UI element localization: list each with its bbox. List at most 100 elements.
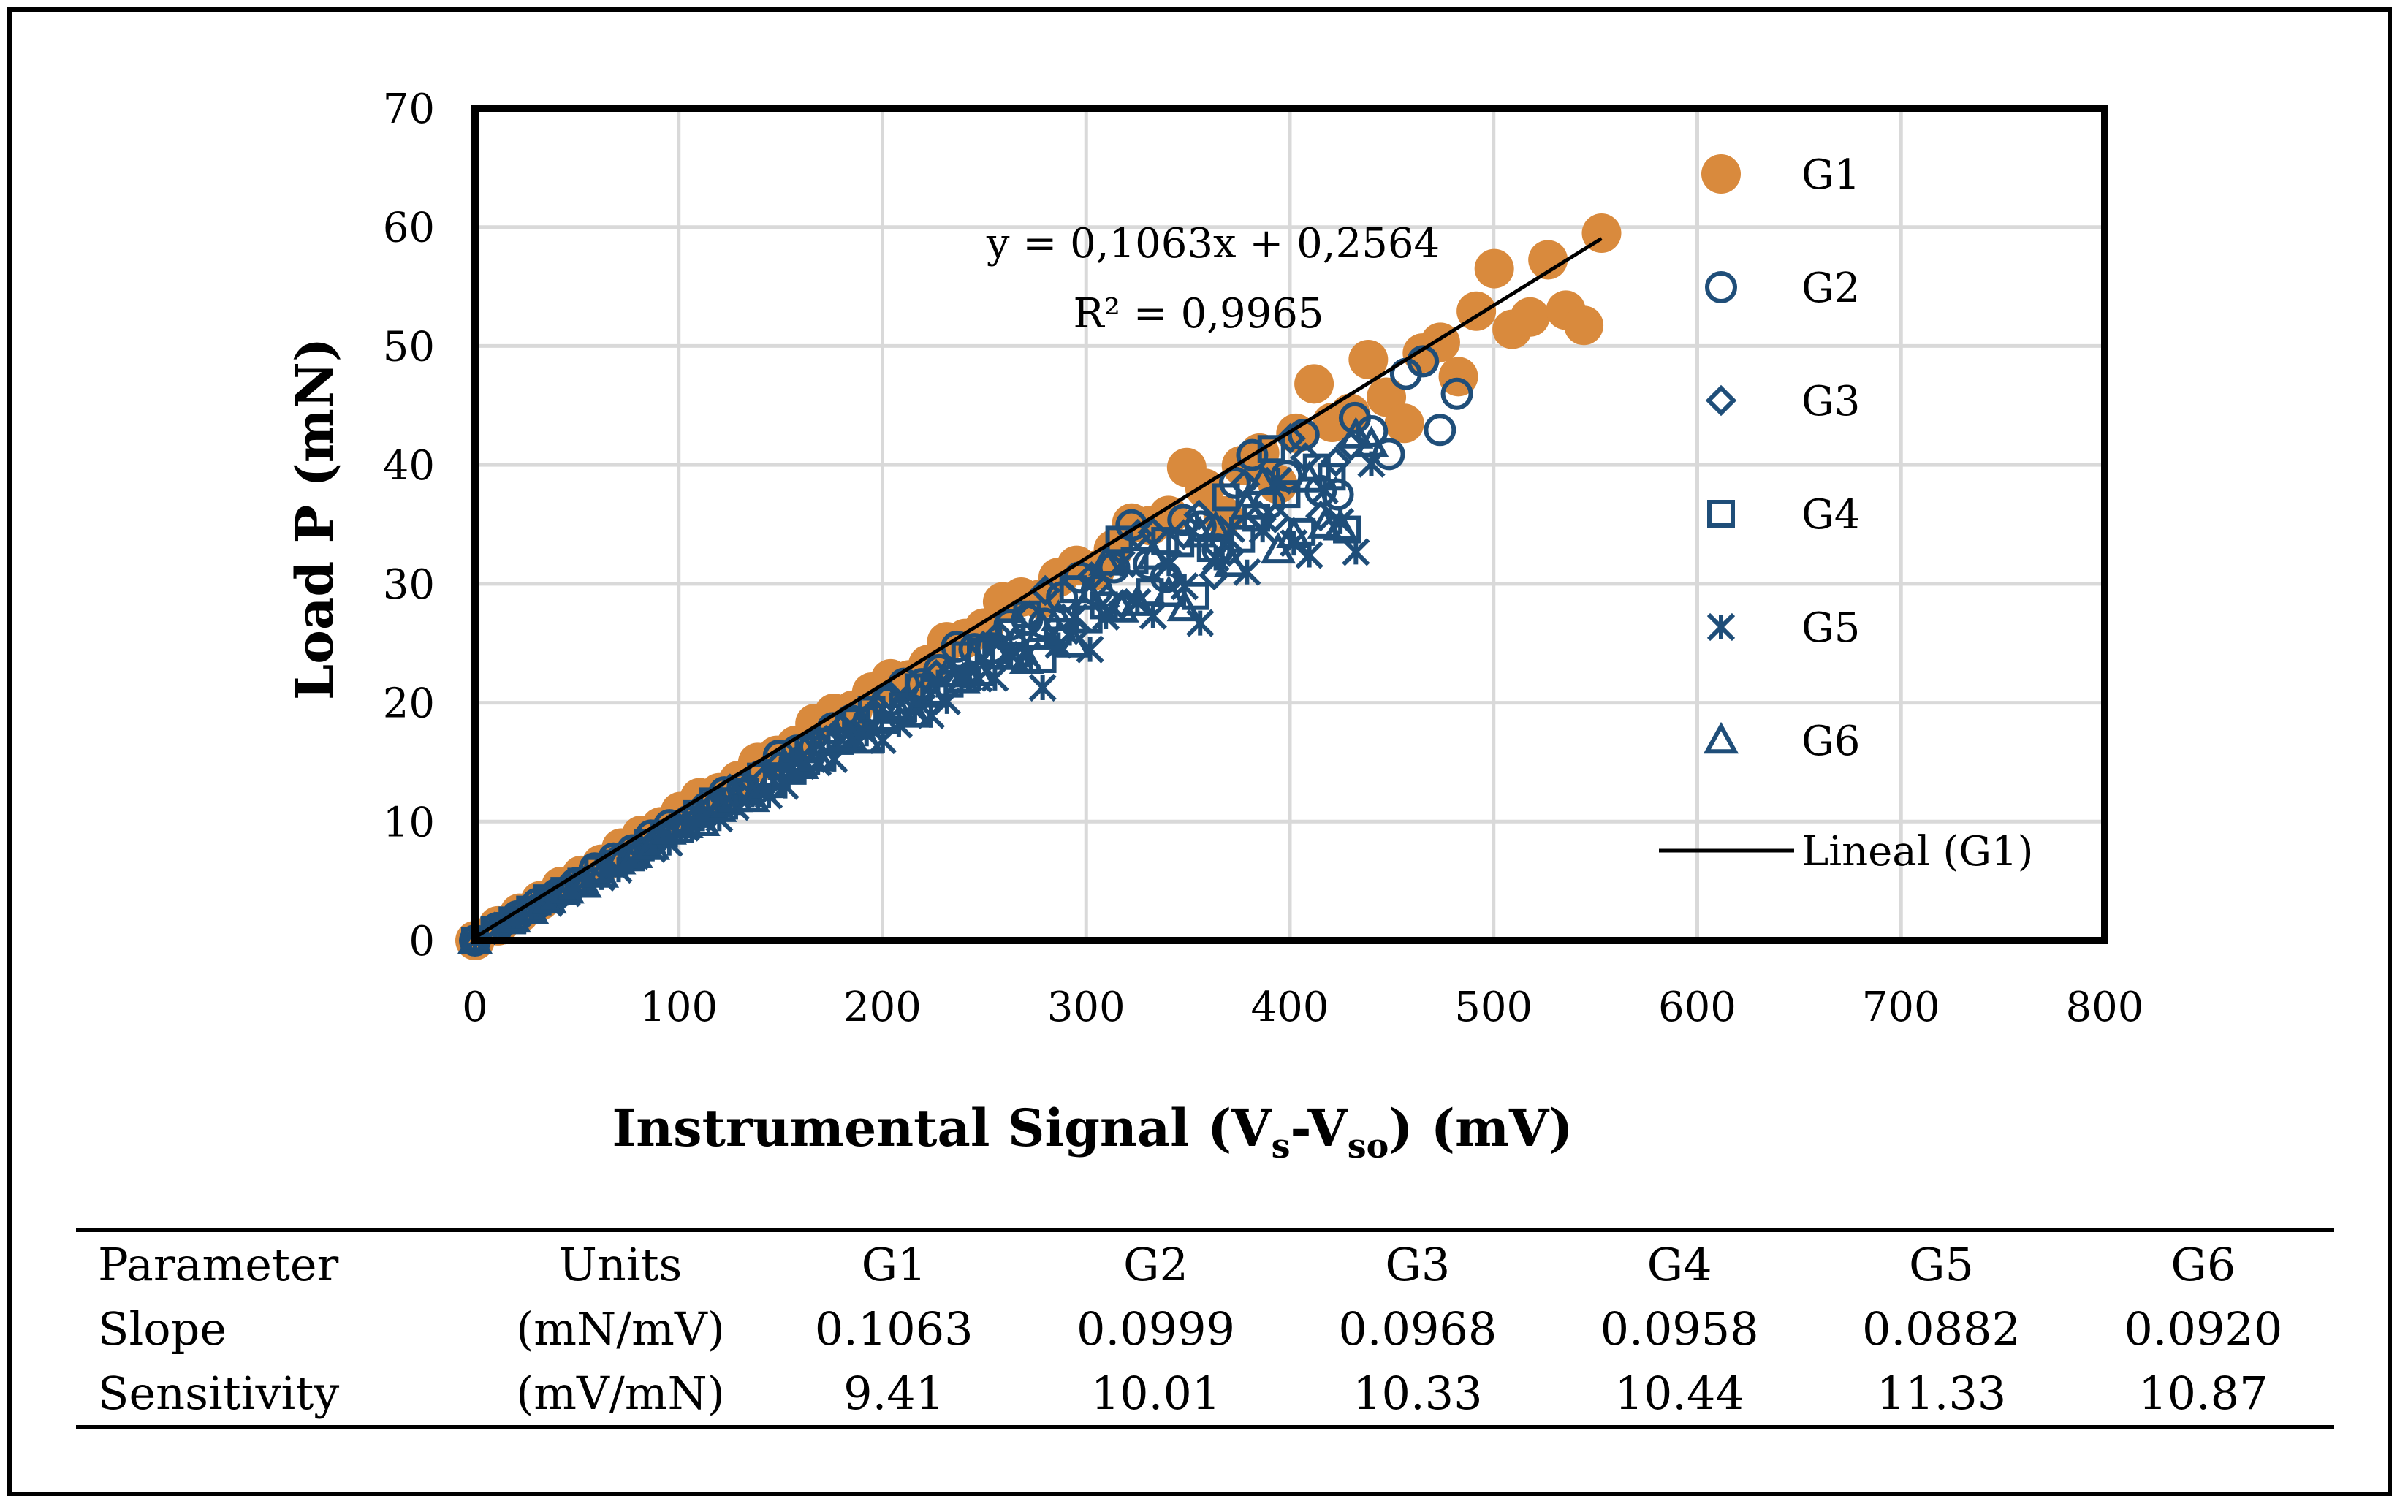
x-tick-label: 100 [639,984,718,1031]
data-point-G6 [634,828,670,860]
data-point-G6 [1135,538,1171,570]
header-cell: Parameter [98,1238,339,1291]
series-G6 [457,417,1389,954]
data-point-G5 [1028,673,1057,702]
data-point-G6 [1260,531,1296,564]
table-row: Sensitivity (mV/mN) 9.41 10.01 10.33 10.… [76,1361,2334,1427]
data-point-G6 [1009,642,1045,674]
data-point-G6 [702,790,737,822]
data-point-G6 [800,740,836,772]
data-point-G6 [1338,417,1374,449]
y-tick-label: 30 [383,561,435,609]
y-tick-label: 40 [383,442,435,490]
legend-marker-G2 [1705,271,1737,303]
y-axis-label: Load P (mN) [284,338,345,700]
header-cell: G1 [861,1238,927,1291]
table-cell: 10.01 [1090,1367,1221,1420]
trendline-equation: y = 0,1063x + 0,2564 [986,220,1440,267]
legend-marker-G5 [1706,612,1736,642]
trendline-layer [474,237,1603,939]
data-point-G4 [1318,463,1346,491]
table-row: Slope (mN/mV) 0.1063 0.0999 0.0968 0.095… [76,1296,2334,1361]
table-cell: (mV/mN) [516,1367,725,1420]
data-point-G6 [1322,509,1359,541]
data-point-G6 [881,692,917,724]
axis-ticks: 0 100 200 300 400 500 600 700 800 0 10 20 30 40 50 60 70 [383,86,2144,1031]
legend-label-G5: G5 [1801,604,1860,652]
figure-frame [7,7,2392,1496]
data-point-G6 [1088,544,1124,576]
table-cell: Sensitivity [98,1367,340,1420]
data-point-G6 [865,702,900,734]
data-point-G2 [1440,377,1473,410]
header-cell: G5 [1908,1238,1974,1291]
header-cell: G4 [1647,1238,1712,1291]
data-point-G2 [1236,438,1269,471]
data-point-G6 [1198,510,1234,542]
data-point-G6 [1353,425,1389,457]
data-point-G6 [1276,516,1312,548]
scatter-chart: 0 100 200 300 400 500 600 700 800 0 10 20 30 40 50 60 70… [284,86,2144,1166]
header-cell: G6 [2170,1238,2236,1291]
legend-marker-G4 [1707,500,1735,528]
data-point-G6 [751,766,787,799]
plot-area-border [471,105,2108,944]
legend-label-G2: G2 [1801,265,1860,312]
data-point-G1 [1528,240,1568,280]
x-tick-label: 0 [462,984,488,1031]
header-cell: Units [558,1238,683,1291]
data-point-G5 [1342,538,1370,566]
data-point-G5 [1264,466,1293,495]
table-cell: 11.33 [1876,1367,2007,1420]
y-tick-label: 50 [383,323,435,371]
table-cell: 9.41 [843,1367,945,1420]
data-point-G3 [1029,574,1061,607]
y-tick-label: 60 [383,205,435,252]
table-cell: 0.0968 [1338,1302,1497,1356]
data-point-G4 [1105,525,1133,554]
legend-label-G6: G6 [1801,718,1860,765]
data-point-G6 [897,696,933,728]
table-cell: 10.44 [1614,1367,1744,1420]
data-point-G1 [1384,403,1424,444]
x-tick-label: 800 [2066,984,2144,1031]
data-point-G5 [1217,514,1246,544]
data-point-G1 [1564,305,1604,346]
data-point-G2 [1167,504,1200,536]
legend: G1 G2 G3 G4 G5 G6 Lineal (G1) [1659,151,2033,875]
data-point-G6 [1213,545,1250,577]
data-point-G3 [1183,499,1215,531]
header-cell: G2 [1123,1238,1188,1291]
data-point-G6 [1291,460,1327,493]
table-cell: (mN/mV) [516,1302,725,1356]
table-cell: 10.87 [2138,1367,2268,1420]
x-tick-label: 200 [843,984,922,1031]
legend-marker-G1 [1701,154,1741,194]
y-tick-label: 70 [383,86,435,133]
table-cell: 10.33 [1353,1367,1483,1420]
data-point-G4 [1212,483,1240,512]
data-point-G6 [913,676,949,708]
table-cell: 0.0920 [2124,1302,2283,1356]
data-point-G1 [1510,297,1550,337]
data-point-G6 [1056,626,1093,658]
header-cell: G3 [1385,1238,1451,1291]
data-point-G6 [977,632,1013,664]
data-point-G1 [1474,248,1514,289]
data-point-G6 [848,721,884,754]
legend-marker-G3 [1705,384,1737,417]
legend-label-G3: G3 [1801,378,1860,425]
x-axis-label: Instrumental Signal (Vs-Vso) (mV) [612,1098,1573,1166]
y-tick-label: 10 [383,799,435,846]
data-point-G1 [1294,364,1334,404]
data-point-G6 [993,638,1029,670]
data-point-G2 [1356,415,1389,448]
data-point-G5 [1186,609,1215,637]
legend-marker-G6 [1703,721,1739,754]
x-tick-label: 300 [1047,984,1125,1031]
trendline-r2: R² = 0,9965 [1073,290,1323,338]
data-point-G6 [1041,599,1076,631]
data-point-G6 [929,656,965,688]
y-tick-label: 0 [409,918,435,965]
table-cell: 0.0958 [1600,1302,1759,1356]
